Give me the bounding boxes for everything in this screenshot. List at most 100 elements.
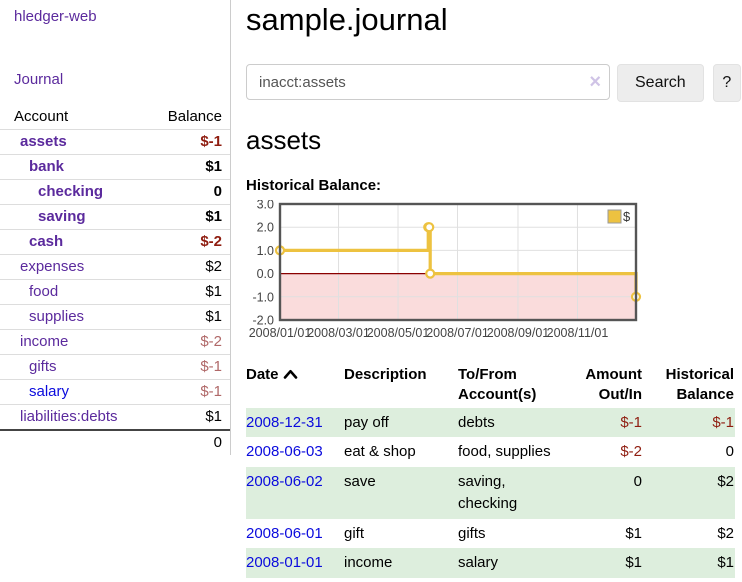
register-row[interactable]: 2008-06-01 gift gifts $1 $2 [246,519,735,549]
account-balance: 0 [213,183,222,200]
register-header-date[interactable]: Date [246,363,344,408]
account-link[interactable]: cash [29,233,64,250]
historical-balance-chart: $3.0 2.0 1.0 0.0 -1.0 -2.02008/01/012008/03/0… [249,200,642,340]
account-link[interactable]: gifts [29,358,57,375]
account-link[interactable]: expenses [20,258,85,275]
sort-ascending-icon [283,365,298,385]
account-balance: $1 [205,308,222,325]
transaction-accounts: salary [458,554,499,572]
transaction-balance: $-1 [712,413,734,431]
register-row[interactable]: 2008-06-02 save saving, checking 0 $2 [246,467,735,519]
sidebar-account-liabilities-debts: liabilities:debts $1 [0,404,230,431]
transaction-date-link[interactable]: 2008-06-01 [246,524,323,542]
account-link[interactable]: assets [20,133,67,150]
register-header-accounts: To/From Account(s) [458,366,537,404]
account-link[interactable]: supplies [29,308,85,325]
account-page-title: assets [246,125,322,155]
sidebar-account-gifts: gifts $-1 [0,354,230,380]
search-button[interactable]: Search [617,64,704,102]
sidebar-account-expenses: expenses $2 [0,254,230,280]
accounts-total-row: 0 [0,430,230,455]
account-balance: $-1 [200,383,222,400]
transaction-date-link[interactable]: 2008-06-02 [246,473,323,490]
register-table: Date Description To/From Account(s) Amou… [246,363,735,578]
search-input[interactable] [246,64,610,100]
transaction-accounts: food, supplies [458,443,551,461]
transaction-amount: $-1 [620,413,642,431]
transaction-accounts: saving, checking [458,473,518,512]
register-row[interactable]: 2008-12-31 pay off debts $-1 $-1 [246,407,735,438]
svg-text:3.0: 3.0 [257,200,274,212]
sidebar-account-checking: checking 0 [0,179,230,205]
sidebar-account-income: income $-2 [0,329,230,355]
account-balance: $1 [205,408,222,425]
transaction-date-link[interactable]: 2008-12-31 [246,413,323,431]
register-row[interactable]: 2008-01-01 income salary $1 $1 [246,548,735,578]
transaction-balance: 0 [725,443,734,461]
account-link[interactable]: income [20,333,69,350]
transaction-date-link[interactable]: 2008-06-03 [246,443,323,461]
account-balance: $1 [205,158,222,175]
register-header-description: Description [344,366,427,383]
svg-text:2008/11/01: 2008/11/01 [547,326,609,340]
transaction-balance: $2 [717,524,734,542]
svg-text:2008/07/01: 2008/07/01 [426,326,489,340]
sidebar-account-saving: saving $1 [0,204,230,230]
account-link[interactable]: food [29,283,59,300]
transaction-balance: $2 [717,473,734,490]
clear-search-icon[interactable]: × [589,71,601,93]
transaction-amount: $-2 [620,443,642,461]
account-link[interactable]: liabilities:debts [20,408,118,425]
sidebar-account-salary: salary $-1 [0,379,230,405]
svg-text:2008/01/01: 2008/01/01 [249,326,312,340]
sidebar-account-supplies: supplies $1 [0,304,230,330]
help-button[interactable]: ? [712,64,741,102]
account-balance: $1 [205,208,222,225]
transaction-amount: $1 [625,554,642,572]
sidebar-account-assets: assets $-1 [0,129,230,155]
account-link[interactable]: salary [29,383,70,400]
register-header-row: Date Description To/From Account(s) Amou… [246,363,735,408]
transaction-description: income [344,554,393,572]
account-link[interactable]: saving [38,208,86,225]
account-balance: $-1 [200,133,222,150]
register-header-balance: Historical Balance [665,366,734,404]
legend-label: $ [623,209,631,224]
transaction-accounts: debts [458,413,495,431]
account-link[interactable]: bank [29,158,65,175]
svg-text:0.0: 0.0 [257,267,274,281]
transaction-date-link[interactable]: 2008-01-01 [246,554,323,572]
app-title-link[interactable]: hledger-web [14,8,97,25]
chart-title: Historical Balance: [246,177,382,194]
register-header-amount: Amount Out/In [585,366,642,404]
svg-text:1.0: 1.0 [257,244,274,258]
sidebar: hledger-web Journal Account Balance asse… [0,0,231,455]
page-title: sample.journal [246,2,448,37]
account-link[interactable]: checking [38,183,104,200]
sidebar-account-bank: bank $1 [0,154,230,180]
svg-text:-1.0: -1.0 [252,290,274,304]
accounts-header-account: Account [14,108,69,125]
account-balance: $-2 [200,333,222,350]
legend-swatch [607,209,622,224]
accounts-header-balance: Balance [167,108,222,125]
account-balance: $1 [205,283,222,300]
transaction-amount: 0 [633,473,642,490]
svg-text:2008/03/01: 2008/03/01 [307,326,370,340]
account-balance: $-1 [200,358,222,375]
transaction-amount: $1 [625,524,642,542]
sidebar-account-food: food $1 [0,279,230,305]
sidebar-item-journal[interactable]: Journal [14,71,64,88]
accounts-balance-table: Account Balance assets $-1 bank $1 check… [0,105,230,455]
account-balance: $2 [205,258,222,275]
main-content: sample.journal × Search ? assets Histori… [231,0,741,578]
transaction-balance: $1 [717,554,734,572]
svg-text:2.0: 2.0 [257,221,274,235]
accounts-total-value: 0 [213,434,222,451]
transaction-description: eat & shop [344,443,416,461]
transaction-accounts: gifts [458,524,486,542]
transaction-description: save [344,473,376,490]
register-row[interactable]: 2008-06-03 eat & shop food, supplies $-2… [246,437,735,467]
transaction-description: pay off [344,413,389,431]
